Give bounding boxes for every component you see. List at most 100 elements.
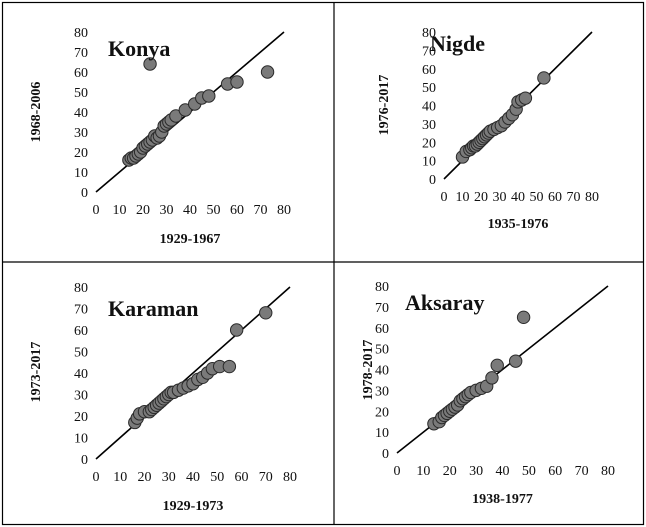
y-tick-label: 10 (74, 432, 88, 447)
y-tick-label: 50 (74, 86, 88, 101)
y-tick-label: 50 (422, 81, 436, 96)
y-tick-label: 60 (422, 63, 436, 78)
scatter-point (169, 109, 183, 123)
x-tick-label: 0 (93, 470, 100, 485)
y-tick-label: 40 (74, 367, 88, 382)
x-tick-label: 40 (496, 464, 510, 479)
y-tick-label: 30 (375, 384, 389, 399)
x-tick-label: 80 (277, 203, 291, 218)
x-tick-label: 60 (235, 470, 249, 485)
chart-title: Nigde (430, 31, 485, 56)
scatter-point (259, 306, 273, 320)
y-tick-label: 80 (422, 26, 436, 41)
y-tick-label: 30 (74, 126, 88, 141)
y-axis-label: 1973-2017 (29, 342, 44, 403)
x-axis-label: 1929-1973 (163, 499, 224, 514)
y-tick-label: 0 (81, 186, 88, 201)
x-tick-label: 50 (210, 470, 224, 485)
x-tick-label: 10 (113, 203, 127, 218)
y-tick-label: 0 (429, 173, 436, 188)
x-axis-label: 1929-1967 (160, 232, 221, 247)
diagonal-line (95, 286, 291, 460)
x-tick-label: 20 (136, 203, 150, 218)
y-tick-label: 80 (375, 280, 389, 295)
x-tick-label: 80 (283, 470, 297, 485)
scatter-point (490, 358, 504, 373)
chart-title: Karaman (108, 296, 198, 321)
y-tick-label: 60 (74, 324, 88, 339)
y-tick-label: 50 (375, 343, 389, 358)
y-tick-label: 40 (375, 364, 389, 379)
scatter-point (516, 310, 531, 325)
y-tick-label: 20 (74, 146, 88, 161)
x-tick-label: 80 (601, 464, 615, 479)
x-tick-label: 70 (567, 190, 581, 205)
x-tick-label: 20 (443, 464, 457, 479)
x-tick-label: 30 (493, 190, 507, 205)
y-tick-label: 50 (74, 346, 88, 361)
x-tick-label: 40 (183, 203, 197, 218)
y-tick-label: 0 (382, 447, 389, 462)
y-tick-label: 70 (74, 303, 88, 318)
x-tick-label: 0 (394, 464, 401, 479)
scatter-point (230, 75, 244, 89)
x-tick-label: 70 (575, 464, 589, 479)
chart-panel-aksaray: 0 10 20 30 40 50 60 70 80 0 10 20 30 40 50 60 70 80 Aksara… (361, 280, 615, 507)
y-tick-label: 40 (422, 100, 436, 115)
x-tick-label: 20 (138, 470, 152, 485)
y-tick-label: 40 (74, 106, 88, 121)
x-tick-label: 10 (113, 470, 127, 485)
x-axis-label: 1935-1976 (488, 217, 549, 232)
x-tick-label: 60 (548, 464, 562, 479)
x-tick-label: 30 (162, 470, 176, 485)
x-tick-label: 70 (254, 203, 268, 218)
y-tick-label: 10 (422, 155, 436, 170)
x-tick-label: 60 (230, 203, 244, 218)
y-tick-label: 10 (375, 426, 389, 441)
x-tick-label: 0 (441, 190, 448, 205)
x-tick-label: 60 (548, 190, 562, 205)
x-tick-label: 10 (456, 190, 470, 205)
scatter-point (143, 57, 157, 71)
y-tick-label: 60 (74, 66, 88, 81)
scatter-point (222, 359, 237, 374)
chart-title: Konya (108, 36, 170, 61)
x-tick-label: 30 (469, 464, 483, 479)
x-tick-label: 50 (207, 203, 221, 218)
x-tick-label: 70 (259, 470, 273, 485)
y-tick-label: 20 (74, 410, 88, 425)
x-tick-label: 80 (585, 190, 599, 205)
scatter-point (537, 71, 551, 85)
chart-title: Aksaray (405, 290, 484, 315)
scatter-point (178, 103, 193, 117)
x-tick-label: 50 (530, 190, 544, 205)
y-tick-label: 30 (74, 389, 88, 404)
y-tick-label: 60 (375, 322, 389, 337)
y-tick-label: 30 (422, 118, 436, 133)
y-tick-label: 20 (375, 405, 389, 420)
scatter-point (508, 354, 523, 368)
scatter-point (518, 91, 533, 105)
chart-panel-karaman: 0 10 20 30 40 50 60 70 80 0 10 20 30 40 50 60 70 80 Karama… (29, 281, 297, 514)
x-tick-label: 30 (160, 203, 174, 218)
y-tick-label: 70 (375, 301, 389, 316)
y-tick-label: 20 (422, 136, 436, 151)
x-axis-label: 1938-1977 (472, 492, 533, 507)
scatter-point (485, 371, 499, 385)
x-tick-label: 40 (186, 470, 200, 485)
y-tick-label: 70 (74, 46, 88, 61)
y-tick-label: 0 (81, 453, 88, 468)
x-tick-label: 40 (511, 190, 525, 205)
x-tick-label: 10 (416, 464, 430, 479)
scatter-point (229, 323, 244, 337)
y-tick-label: 10 (74, 166, 88, 181)
y-axis-label: 1968-2006 (29, 82, 44, 143)
scatter-point (202, 89, 216, 103)
chart-panel-konya: 0 10 20 30 40 50 60 70 80 0 10 20 30 40 50 60 70 80 Konya 1… (29, 26, 291, 247)
y-tick-label: 80 (74, 26, 88, 41)
x-tick-label: 0 (93, 203, 100, 218)
x-tick-label: 50 (522, 464, 536, 479)
